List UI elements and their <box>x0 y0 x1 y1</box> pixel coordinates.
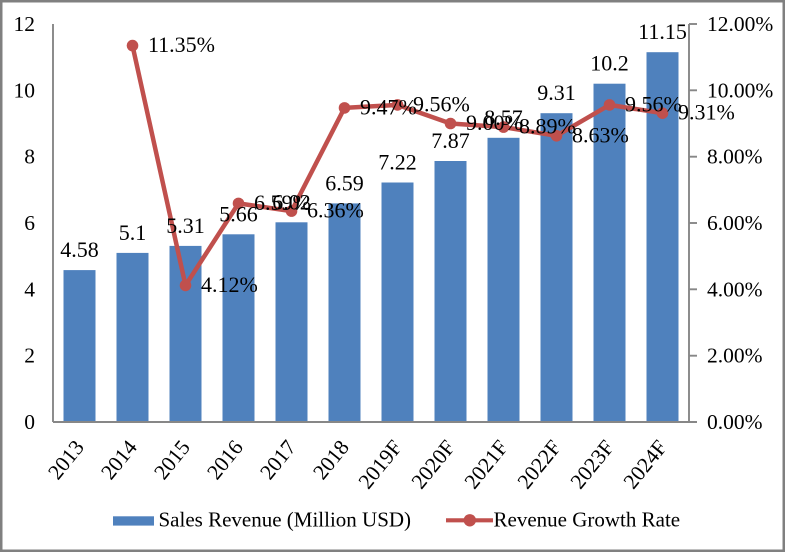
svg-text:11.35%: 11.35% <box>148 32 215 57</box>
svg-text:4: 4 <box>24 277 35 301</box>
svg-text:2.00%: 2.00% <box>707 344 763 368</box>
svg-text:10: 10 <box>14 78 36 102</box>
svg-text:9.56%: 9.56% <box>413 91 470 116</box>
svg-text:7.22: 7.22 <box>378 150 417 175</box>
svg-text:8.89%: 8.89% <box>519 114 576 139</box>
svg-text:12: 12 <box>14 12 36 36</box>
svg-text:6.02: 6.02 <box>272 189 311 214</box>
svg-text:8: 8 <box>24 145 35 169</box>
svg-text:4.58: 4.58 <box>60 237 99 262</box>
svg-text:9.47%: 9.47% <box>360 94 417 119</box>
svg-text:0.00%: 0.00% <box>707 410 763 434</box>
svg-text:9.00%: 9.00% <box>466 110 523 135</box>
svg-text:5.1: 5.1 <box>119 220 147 245</box>
svg-text:6.59: 6.59 <box>325 170 364 195</box>
svg-text:Revenue Growth Rate: Revenue Growth Rate <box>494 507 681 531</box>
svg-text:5.66: 5.66 <box>219 201 258 226</box>
svg-text:9.31: 9.31 <box>537 80 576 105</box>
svg-text:11.15: 11.15 <box>638 19 687 44</box>
svg-text:8.57: 8.57 <box>484 105 523 130</box>
svg-text:8.63%: 8.63% <box>572 122 629 147</box>
svg-text:10.00%: 10.00% <box>707 78 773 102</box>
svg-text:6.36%: 6.36% <box>307 198 364 223</box>
svg-text:2: 2 <box>24 344 35 368</box>
svg-text:6.00%: 6.00% <box>707 211 763 235</box>
svg-text:6.59%: 6.59% <box>254 190 311 215</box>
svg-text:9.56%: 9.56% <box>625 91 682 116</box>
svg-text:10.2: 10.2 <box>590 51 629 76</box>
svg-text:Sales Revenue (Million USD): Sales Revenue (Million USD) <box>159 507 412 531</box>
svg-text:9.31%: 9.31% <box>678 100 735 125</box>
svg-text:4.12%: 4.12% <box>201 272 258 297</box>
svg-text:6: 6 <box>24 211 35 235</box>
svg-text:8.00%: 8.00% <box>707 145 763 169</box>
svg-text:5.31: 5.31 <box>166 213 205 238</box>
svg-text:4.00%: 4.00% <box>707 277 763 301</box>
svg-text:0: 0 <box>24 410 35 434</box>
svg-text:12.00%: 12.00% <box>707 12 773 36</box>
svg-text:7.87: 7.87 <box>431 128 470 153</box>
